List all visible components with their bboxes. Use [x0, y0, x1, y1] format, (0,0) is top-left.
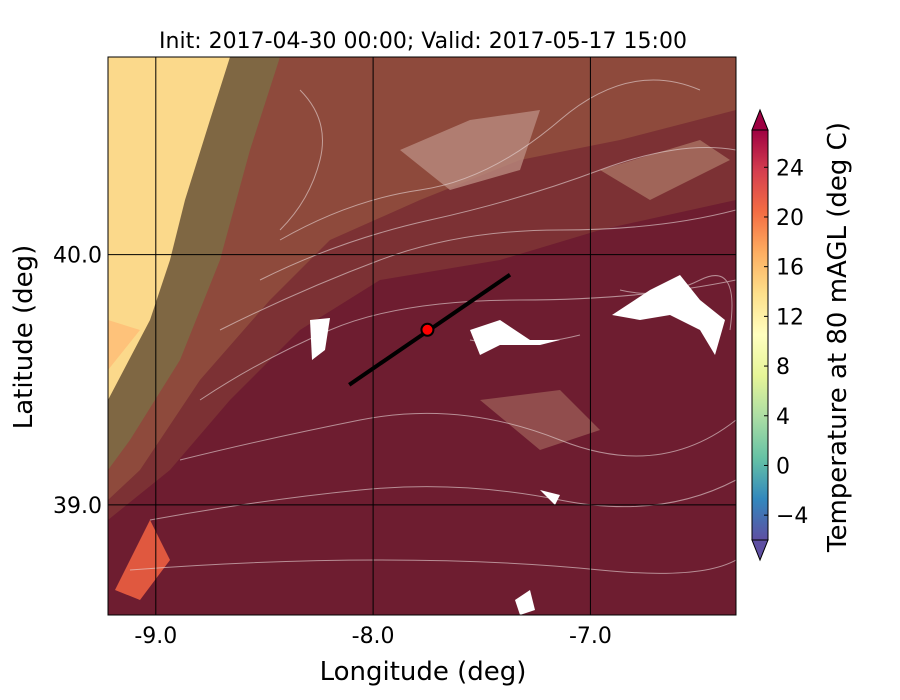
y-axis-label: Latitude (deg) [9, 245, 39, 430]
colorbar-tick-label: 8 [776, 355, 790, 380]
x-tick-label: -8.0 [352, 624, 395, 649]
colorbar-tick-label: 0 [776, 454, 790, 479]
map-region [108, 320, 140, 370]
map-highland [600, 140, 730, 200]
map-raster [108, 57, 736, 615]
map-highland [400, 110, 540, 190]
colorbar [751, 129, 769, 541]
y-tick-label: 40.0 [53, 244, 102, 269]
map-missing [310, 275, 725, 615]
colorbar-tick-label: −4 [776, 504, 808, 529]
chart-title: Init: 2017-04-30 00:00; Valid: 2017-05-1… [159, 29, 687, 54]
y-tick-label: 39.0 [53, 494, 102, 519]
colorbar-tick-label: 16 [776, 256, 804, 281]
colorbar-tick-label: 4 [776, 405, 790, 430]
colorbar-extend-high [751, 108, 769, 131]
colorbar-tick-label: 20 [776, 206, 804, 231]
plot-frame [107, 56, 737, 616]
x-axis-label: Longitude (deg) [320, 657, 527, 687]
map-region [108, 57, 736, 500]
x-tick-label: -9.0 [134, 624, 177, 649]
map-highland [480, 390, 600, 450]
colorbar-tick-label: 24 [776, 156, 804, 181]
colorbar-tick-label: 12 [776, 305, 804, 330]
colorbar-label: Temperature at 80 mAGL (deg C) [823, 122, 853, 553]
site-marker [420, 322, 435, 337]
map-coast [108, 57, 230, 400]
colorbar-extend-low [751, 539, 769, 562]
x-tick-label: -7.0 [569, 624, 612, 649]
